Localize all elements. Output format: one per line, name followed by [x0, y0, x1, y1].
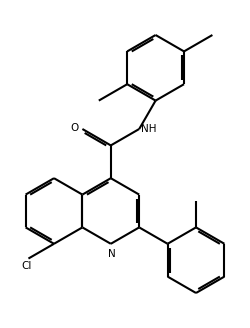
Text: Cl: Cl [22, 261, 32, 271]
Text: O: O [71, 123, 79, 133]
Text: N: N [108, 249, 116, 259]
Text: NH: NH [142, 124, 157, 134]
